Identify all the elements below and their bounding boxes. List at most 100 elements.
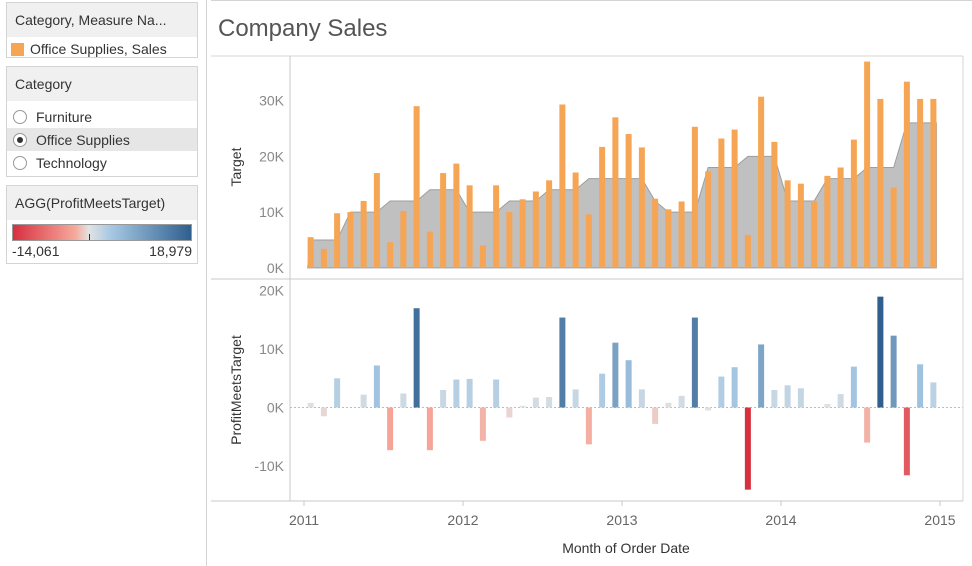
sales-bar — [466, 185, 473, 268]
sales-bar — [307, 237, 314, 268]
legend-item-office-supplies-sales[interactable]: Office Supplies, Sales — [7, 37, 197, 61]
legend-item-label: Office Supplies, Sales — [30, 41, 167, 57]
sales-bar — [347, 212, 354, 268]
diverging-gradient-bar — [12, 224, 192, 241]
sales-bar — [850, 139, 857, 268]
sales-bar — [453, 163, 460, 268]
sales-bar — [665, 209, 672, 268]
profit-meets-target-bar — [691, 317, 698, 408]
profit-meets-target-bar — [705, 407, 712, 411]
profit-meets-target-bar — [506, 407, 513, 418]
y-tick-label: 20K — [259, 283, 285, 299]
sales-bar — [811, 200, 818, 268]
profit-meets-target-bar — [718, 376, 725, 408]
sales-bar — [612, 117, 619, 268]
sales-bar — [334, 213, 341, 268]
profit-meets-target-bar — [824, 404, 831, 408]
color-legend-title: Category, Measure Na... — [7, 3, 197, 37]
profit-meets-target-bar — [917, 364, 924, 408]
y-axis-label-target: Target — [228, 147, 244, 186]
gradient-max-label: 18,979 — [149, 243, 192, 259]
radio-icon[interactable] — [13, 109, 27, 124]
x-tick-label: 2012 — [447, 512, 478, 528]
profit-meets-target-bar — [797, 388, 804, 408]
chart-frame — [211, 0, 972, 566]
sales-bar — [360, 200, 367, 268]
radio-icon[interactable] — [13, 155, 27, 170]
profit-meets-target-bar — [559, 317, 566, 408]
sales-bar — [652, 198, 659, 268]
y-tick-label: 0K — [267, 400, 285, 416]
sales-bar — [413, 106, 420, 268]
sales-bar — [758, 96, 765, 268]
gradient-zero-tick — [88, 234, 90, 240]
sales-bar — [837, 167, 844, 268]
y-tick-label: 10K — [259, 341, 285, 357]
profit-meets-target-bar — [784, 385, 791, 408]
profit-meets-target-bar — [864, 407, 871, 443]
sales-bar — [625, 134, 632, 268]
sales-bar — [824, 175, 831, 268]
profit-meets-target-bar — [890, 335, 897, 408]
x-axis-label: Month of Order Date — [562, 540, 690, 556]
profit-meets-target-bar — [837, 394, 844, 408]
target-area — [307, 122, 937, 269]
diverging-color-legend-card: AGG(ProfitMeetsTarget) -14,061 18,979 — [6, 185, 198, 264]
sales-bar — [890, 187, 897, 268]
sales-bar — [864, 61, 871, 268]
chart-title: Company Sales — [218, 15, 388, 42]
sales-bar — [559, 104, 566, 268]
profit-meets-target-bar — [930, 382, 937, 408]
sales-bar — [585, 214, 592, 268]
x-tick-label: 2014 — [765, 512, 796, 528]
sales-bar — [744, 234, 751, 268]
profit-meets-target-bar — [373, 365, 380, 408]
x-tick-label: 2013 — [606, 512, 637, 528]
profit-meets-target-bar — [360, 394, 367, 408]
sales-bar — [917, 98, 924, 268]
profit-meets-target-bar — [440, 390, 447, 408]
sales-bar — [903, 81, 910, 268]
sales-bar — [930, 98, 937, 268]
profit-meets-target-bar — [413, 308, 420, 408]
sales-bar — [771, 141, 778, 268]
profit-meets-target-bar — [479, 407, 486, 441]
category-option-furniture[interactable]: Furniture — [7, 105, 197, 128]
profit-meets-target-bar — [877, 296, 884, 408]
profit-meets-target-bar — [625, 360, 632, 408]
sales-bar — [479, 245, 486, 268]
sales-bar — [731, 129, 738, 268]
sales-bar — [426, 231, 433, 268]
sales-bar — [691, 126, 698, 268]
category-option-office-supplies[interactable]: Office Supplies — [7, 128, 197, 151]
profit-meets-target-bar — [453, 379, 460, 408]
target-panel: 0K 10K 20K 30K Target — [228, 61, 937, 276]
sales-bar — [320, 248, 327, 268]
y-axis-label-profit: ProfitMeetsTarget — [228, 335, 244, 445]
category-option-label: Office Supplies — [36, 131, 130, 148]
profit-meets-target-bar — [334, 378, 341, 408]
profit-meets-target-bar — [758, 344, 765, 408]
category-option-technology[interactable]: Technology — [7, 151, 197, 174]
profit-meets-target-bar — [493, 379, 500, 408]
sales-bar — [797, 183, 804, 268]
x-tick-label: 2011 — [289, 512, 319, 528]
sales-bar — [519, 199, 526, 268]
sales-bar — [599, 146, 606, 268]
profit-meets-target-bar — [387, 407, 394, 451]
y-tick-label: 0K — [267, 260, 285, 276]
profit-meets-target-bar — [771, 390, 778, 408]
profit-meets-target-bar — [665, 402, 672, 408]
gradient-min-label: -14,061 — [12, 243, 60, 259]
profit-meets-target-bar — [519, 405, 526, 408]
sales-bar — [784, 180, 791, 268]
sales-bar — [678, 201, 685, 268]
profit-meets-target-bar — [903, 407, 910, 476]
x-axis: 2011 2012 2013 2014 2015 Month of Order Date — [289, 501, 956, 556]
sales-bar — [638, 147, 645, 268]
profit-meets-target-bar — [599, 373, 606, 408]
sales-bar — [373, 173, 380, 268]
radio-selected-icon[interactable] — [13, 132, 27, 147]
y-tick-label: -10K — [254, 458, 284, 474]
